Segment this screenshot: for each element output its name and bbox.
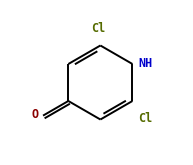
Text: Cl: Cl bbox=[138, 112, 152, 125]
Text: O: O bbox=[31, 108, 38, 121]
Text: Cl: Cl bbox=[91, 22, 106, 35]
Text: NH: NH bbox=[138, 57, 152, 69]
